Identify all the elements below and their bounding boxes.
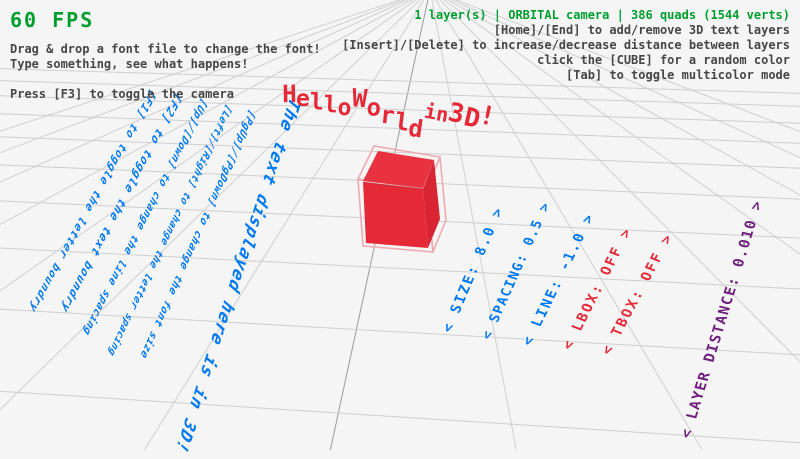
hud-hint-layers: [Home]/[End] to add/remove 3D text layer… <box>493 23 790 37</box>
hud-hint-layer-distance: [Insert]/[Delete] to increase/decrease d… <box>342 38 790 52</box>
hud-hint-type: Type something, see what happens! <box>10 57 249 71</box>
hud-hint-cube-color: click the [CUBE] for a random color <box>537 53 790 67</box>
status-line: 1 layer(s) | ORBITAL camera | 386 quads … <box>414 8 790 22</box>
hud-hint-camera: Press [F3] to toggle the camera <box>10 87 234 101</box>
title-char: o <box>336 94 353 122</box>
cube-edge <box>362 181 424 190</box>
hud-top-left: 60 FPS Drag & drop a font file to change… <box>10 8 321 102</box>
hud-top-right: 1 layer(s) | ORBITAL camera | 386 quads … <box>342 8 790 83</box>
cube-front-face <box>363 182 428 248</box>
cube-right-face <box>423 160 440 248</box>
fps-counter: 60 FPS <box>10 8 95 32</box>
hud-hint-multicolor: [Tab] to toggle multicolor mode <box>566 68 790 82</box>
hud-hint-dragdrop: Drag & drop a font file to change the fo… <box>10 42 321 56</box>
cube-top-face <box>363 151 434 188</box>
cube[interactable] <box>356 145 447 253</box>
title-3d: Hello World in 3D! <box>279 79 562 164</box>
title-char: l <box>323 92 339 119</box>
